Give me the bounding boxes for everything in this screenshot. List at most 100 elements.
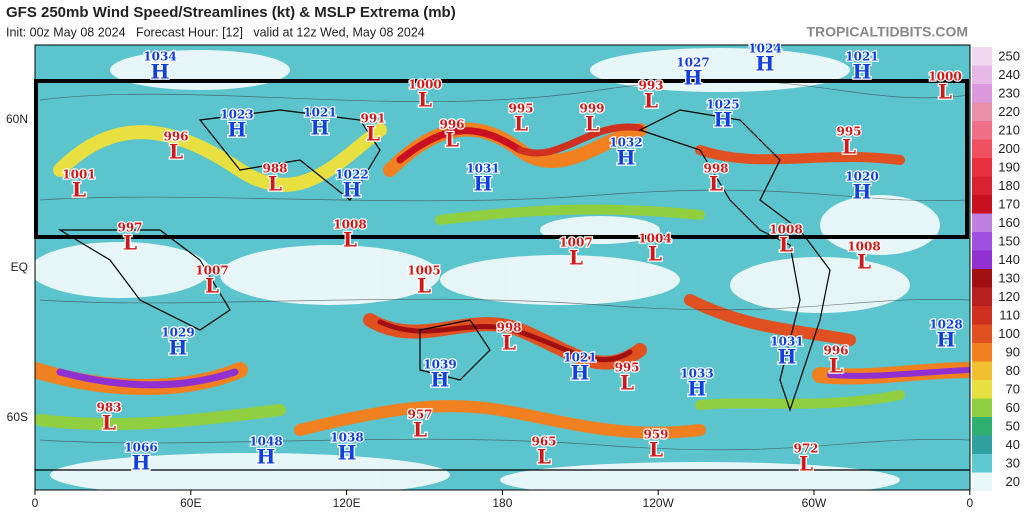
lat-label: 60S [7,410,28,424]
pressure-value: 1066 [124,441,157,455]
pressure-value: 1033 [680,367,713,381]
lon-label: 60E [180,496,201,510]
pressure-value: 999 [579,102,604,116]
lon-label: 0 [966,496,973,510]
pressure-value: 991 [360,112,385,126]
pressure-letter: L [585,112,599,136]
pressure-letter: L [445,128,459,152]
colorbar-swatch [972,306,992,325]
pressure-letter: H [151,60,170,84]
colorbar-swatch [972,343,992,362]
colorbar-label: 250 [998,49,1020,64]
pressure-value: 995 [836,125,861,139]
pressure-value: 1020 [845,170,878,184]
pressure-value: 965 [531,435,556,449]
colorbar-label: 220 [998,104,1020,119]
colorbar-swatch [972,47,992,66]
pressure-value: 1038 [330,431,363,445]
pressure-letter: L [102,411,116,435]
colorbar-swatch [972,324,992,343]
pressure-value: 1021 [303,106,336,120]
pressure-value: 996 [823,344,848,358]
pressure-value: 1021 [563,351,596,365]
pressure-value: 996 [163,130,188,144]
pressure-letter: L [268,172,282,196]
pressure-letter: H [617,146,636,170]
colorbar-label: 80 [1006,363,1020,378]
pressure-value: 995 [508,102,533,116]
pressure-letter: L [829,354,843,378]
colorbar-swatch [972,65,992,84]
pressure-letter: L [413,418,427,442]
pressure-letter: H [937,328,956,352]
pressure-value: 1021 [845,50,878,64]
colorbar-label: 90 [1006,345,1020,360]
colorbar-label: 60 [1006,400,1020,415]
colorbar-swatch [972,287,992,306]
colorbar-swatch [972,269,992,288]
colorbar-swatch [972,176,992,195]
colorbar-swatch [972,158,992,177]
pressure-letter: L [72,178,86,202]
colorbar-swatch [972,250,992,269]
colorbar-label: 140 [998,252,1020,267]
pressure-letter: L [842,135,856,159]
pressure-letter: L [857,250,871,274]
pressure-value: 1027 [676,56,709,70]
pressure-letter: L [799,452,813,476]
pressure-value: 995 [614,361,639,375]
colorbar-swatch [972,121,992,140]
pressure-value: 1022 [335,168,368,182]
pressure-letter: H [474,172,493,196]
colorbar-swatch [972,102,992,121]
colorbar-swatch [972,417,992,436]
pressure-letter: H [688,377,707,401]
colorbar-label: 150 [998,234,1020,249]
colorbar-label: 100 [998,326,1020,341]
pressure-value: 1023 [220,108,253,122]
wind-field [35,45,970,490]
colorbar-swatch [972,213,992,232]
pressure-value: 957 [407,408,432,422]
pressure-value: 972 [793,442,818,456]
pressure-letter: H [169,336,188,360]
colorbar-label: 110 [999,308,1020,323]
colorbar-label: 210 [998,123,1020,138]
lon-label: 120E [333,496,361,510]
pressure-value: 1032 [609,136,642,150]
pressure-letter: L [938,80,952,104]
pressure-letter: L [537,445,551,469]
pressure-value: 983 [96,401,121,415]
lon-label: 120W [643,496,675,510]
pressure-value: 1001 [62,168,95,182]
pressure-value: 1024 [748,42,781,56]
pressure-value: 1029 [161,326,194,340]
colorbar-label: 230 [998,86,1020,101]
pressure-letter: H [714,108,733,132]
pressure-value: 1007 [195,264,228,278]
pressure-letter: H [343,178,362,202]
pressure-letter: L [644,89,658,113]
lat-label: 60N [6,112,28,126]
colorbar-label: 130 [998,271,1020,286]
pressure-value: 1000 [928,70,961,84]
colorbar-label: 30 [1006,456,1020,471]
colorbar-swatch [972,472,992,491]
pressure-letter: H [228,118,247,142]
colorbar-label: 190 [998,160,1020,175]
pressure-letter: H [132,451,151,475]
pressure-value: 1031 [466,162,499,176]
region-box [34,79,969,239]
colorbar-swatch [972,232,992,251]
pressure-value: 1008 [769,223,802,237]
colorbar-label: 40 [1006,437,1020,452]
pressure-value: 1031 [770,335,803,349]
colorbar-label: 20 [1006,474,1020,489]
pressure-letter: H [571,361,590,385]
pressure-value: 988 [262,162,287,176]
pressure-letter: H [756,52,775,76]
pressure-value: 959 [643,428,668,442]
pressure-letter: L [569,246,583,270]
pressure-letter: L [779,233,793,257]
